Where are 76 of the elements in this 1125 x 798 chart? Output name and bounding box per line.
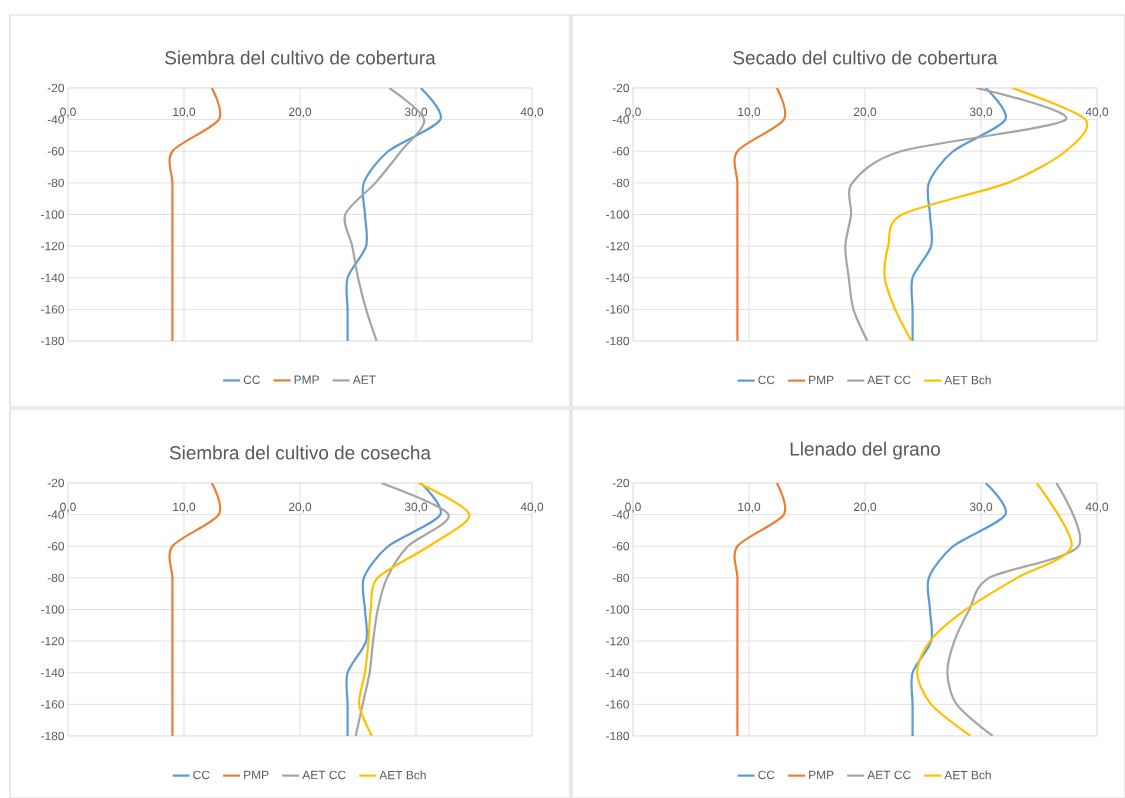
chart-title: Llenado del grano <box>790 441 940 460</box>
x-tick-label: 30,0 <box>969 502 993 513</box>
legend-label: AET Bch <box>379 770 426 780</box>
y-tick-label: -120 <box>41 241 65 251</box>
y-tick-label: -120 <box>606 241 630 251</box>
line-series <box>910 87 1007 341</box>
line-series <box>345 87 442 341</box>
x-tick-label: 40,0 <box>520 107 544 118</box>
y-tick-label: -60 <box>47 147 65 156</box>
line-series <box>354 482 450 736</box>
y-tick-label: -160 <box>606 305 630 314</box>
chart-title: Secado del cultivo de cobertura <box>733 50 998 65</box>
y-tick-label: -20 <box>47 83 65 93</box>
x-tick-label: 40,0 <box>1085 502 1109 513</box>
y-tick-label: -180 <box>606 336 630 346</box>
y-tick-label: -100 <box>41 210 65 219</box>
legend-label: PMP <box>244 770 269 779</box>
x-tick-label: 10,0 <box>738 107 761 118</box>
y-tick-label: -60 <box>612 542 630 551</box>
legend-label: AET CC <box>867 375 911 385</box>
line-series <box>358 482 471 736</box>
legend-label: AET Bch <box>944 375 991 385</box>
x-tick-label: 20,0 <box>288 502 312 513</box>
legend-label: PMP <box>809 375 834 384</box>
x-tick-label: 30,0 <box>404 502 428 513</box>
x-tick-label: 20,0 <box>853 107 877 118</box>
x-tick-label: 10,0 <box>173 502 196 513</box>
y-tick-label: -80 <box>47 178 65 188</box>
y-tick-label: -140 <box>606 273 630 282</box>
chart-title: Siembra del cultivo de cosecha <box>169 445 431 460</box>
y-tick-label: -140 <box>41 668 65 677</box>
y-tick-label: -140 <box>606 668 630 677</box>
y-tick-label: -80 <box>612 178 630 188</box>
x-tick-label: 30,0 <box>404 107 428 118</box>
y-tick-label: -60 <box>612 147 630 156</box>
y-tick-label: -100 <box>606 210 630 219</box>
x-tick-label: 20,0 <box>853 502 877 513</box>
y-tick-label: -20 <box>612 83 630 93</box>
line-series <box>910 482 1007 736</box>
y-tick-label: -120 <box>606 636 630 646</box>
line-series <box>345 482 442 736</box>
x-tick-label: 20,0 <box>288 107 312 118</box>
y-tick-label: -160 <box>606 700 630 709</box>
legend-label: AET CC <box>302 770 346 780</box>
x-tick-label: 10,0 <box>738 502 761 513</box>
line-series <box>916 482 1073 736</box>
y-tick-label: -180 <box>41 731 65 741</box>
legend-label: CC <box>243 375 261 384</box>
legend-label: CC <box>193 770 210 780</box>
y-tick-label: -180 <box>606 731 630 741</box>
legend-label: PMP <box>294 375 319 384</box>
legend-label: AET Bch <box>944 770 991 780</box>
y-tick-label: -80 <box>47 573 65 583</box>
y-tick-label: -140 <box>41 273 65 282</box>
x-tick-label: 10,0 <box>173 107 196 118</box>
y-tick-label: -20 <box>612 478 630 488</box>
x-tick-label: 40,0 <box>520 502 544 513</box>
y-tick-label: -80 <box>612 573 630 583</box>
y-tick-label: -160 <box>41 700 65 709</box>
y-tick-label: -100 <box>606 605 630 614</box>
y-tick-label: -100 <box>41 605 65 614</box>
legend-label: CC <box>758 770 775 780</box>
y-tick-label: -180 <box>41 336 65 346</box>
legend-label: AET <box>352 375 376 384</box>
line-series <box>844 87 1067 341</box>
y-tick-label: -60 <box>47 542 65 551</box>
y-tick-label: -120 <box>41 636 65 646</box>
legend-label: PMP <box>809 770 834 779</box>
y-tick-label: -20 <box>47 478 65 488</box>
legend-label: AET CC <box>867 770 911 780</box>
y-tick-label: -160 <box>41 305 65 314</box>
chart-title: Siembra del cultivo de cobertura <box>165 50 436 65</box>
line-series <box>343 87 426 341</box>
x-tick-label: 30,0 <box>969 107 993 118</box>
x-tick-label: 40,0 <box>1085 107 1109 118</box>
legend-label: CC <box>758 375 775 385</box>
